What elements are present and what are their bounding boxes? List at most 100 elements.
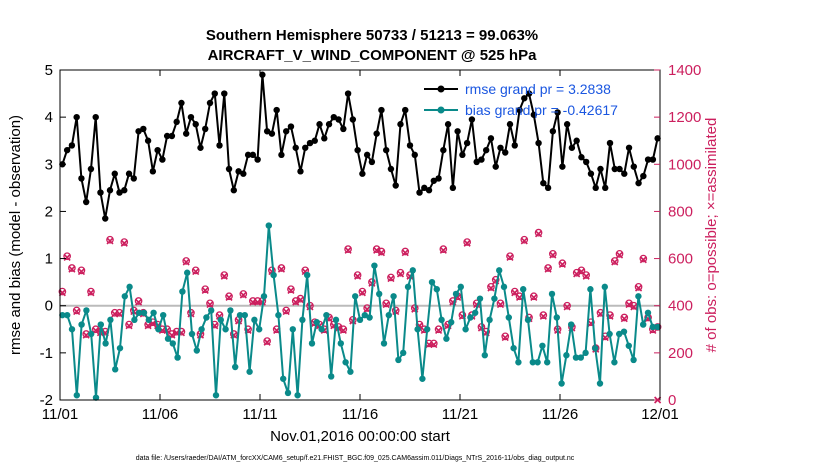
bias-point [385, 311, 392, 319]
rmse-point [163, 132, 171, 140]
obs-assimilated-point [435, 326, 443, 335]
obs-assimilated-stroke [530, 293, 538, 302]
rmse-point [354, 146, 361, 154]
rmse-point [359, 170, 366, 177]
bias-point [635, 293, 642, 300]
obs-possible-point [87, 287, 95, 296]
x-tick-label: 11/01 [42, 406, 78, 423]
bias-point [577, 354, 584, 361]
bias-point [409, 267, 416, 274]
rmse-point [182, 130, 190, 137]
obs-assimilated-point [263, 338, 271, 346]
rmse-point [635, 179, 642, 187]
rmse-point [611, 165, 618, 173]
bias-point [539, 342, 546, 349]
obs-assimilated-point [192, 267, 200, 276]
x-tick-label: 11/11 [242, 406, 277, 423]
rmse-point [397, 121, 404, 128]
bias-point [184, 269, 191, 276]
rmse-point [154, 146, 161, 154]
rmse-point [211, 90, 218, 97]
obs-assimilated-stroke [515, 293, 524, 302]
obs-assimilated-stroke [239, 291, 247, 299]
obs-assimilated-stroke [439, 246, 447, 254]
rmse-point [392, 182, 399, 189]
rmse-point [311, 137, 318, 144]
rmse-point [63, 146, 71, 154]
obs-assimilated-stroke [215, 312, 224, 320]
obs-assimilated-stroke [201, 286, 209, 294]
bias-point [193, 347, 200, 354]
obs-assimilated-stroke [220, 272, 228, 280]
obs-assimilated-stroke [282, 308, 290, 316]
rmse-point [130, 175, 138, 182]
obs-assimilated-stroke [615, 251, 624, 259]
rmse-point [202, 125, 209, 133]
rmse-point [573, 137, 580, 144]
obs-possible-point [439, 245, 448, 253]
obs-assimilated-stroke [501, 333, 509, 342]
obs-assimilated-stroke [582, 272, 590, 280]
obs-assimilated-point [296, 296, 305, 304]
rmse-point [106, 187, 114, 194]
rmse-point [654, 135, 661, 142]
rmse-point [449, 184, 457, 192]
obs-assimilated-point [535, 230, 543, 238]
bias-point [390, 293, 397, 300]
obs-assimilated-point [635, 284, 643, 292]
obs-assimilated-point [135, 298, 143, 306]
obs-assimilated-stroke [87, 289, 95, 297]
bias-point [534, 359, 541, 366]
bias-point [63, 311, 71, 319]
bias-point [260, 293, 268, 300]
bias-point [640, 321, 647, 328]
obs-possible-point [501, 332, 510, 341]
obs-possible-point [220, 271, 229, 279]
bias-point [587, 286, 594, 293]
bias-point [73, 392, 81, 399]
bias-point [299, 316, 306, 324]
rmse-point [535, 139, 542, 147]
bias-point [400, 349, 407, 357]
obs-assimilated-point [563, 303, 571, 311]
obs-assimilated-point [115, 310, 124, 318]
bias-point [174, 354, 181, 361]
obs-assimilated-point [582, 272, 590, 280]
bias-point [452, 290, 460, 298]
x-tick-label: 11/21 [442, 406, 478, 423]
rmse-point [97, 189, 104, 196]
y-right-tick-label: 1400 [668, 62, 701, 79]
legend-rmse-marker [437, 85, 445, 93]
obs-assimilated-point [487, 284, 495, 292]
bias-point [78, 321, 85, 328]
obs-assimilated-stroke [125, 322, 133, 330]
rmse-point [459, 151, 466, 159]
obs-assimilated-point [68, 265, 76, 273]
bias-point [342, 359, 349, 366]
rmse-point [511, 142, 518, 149]
bias-point [188, 330, 196, 338]
bias-point [515, 359, 522, 366]
bias-point [558, 380, 565, 387]
obs-assimilated-point [239, 291, 247, 299]
bias-point [198, 326, 205, 333]
bias-point [380, 340, 388, 347]
obs-possible-point [229, 330, 238, 338]
bias-point [208, 307, 215, 314]
obs-assimilated-stroke [511, 289, 519, 297]
bias-point [476, 295, 484, 302]
obs-possible-point [510, 287, 519, 296]
obs-possible-point [125, 320, 133, 329]
obs-possible-point [225, 292, 233, 301]
obs-assimilated-stroke [496, 300, 505, 309]
bias-point [308, 340, 316, 347]
obs-assimilated-stroke [463, 239, 471, 247]
bias-point [251, 316, 258, 324]
y-right-tick-label: 800 [668, 203, 693, 220]
obs-possible-point [496, 299, 505, 308]
bias-point [462, 326, 469, 333]
bias-point [472, 309, 479, 316]
rmse-point [606, 139, 614, 147]
rmse-point [249, 151, 257, 159]
obs-assimilated-point [620, 315, 628, 323]
